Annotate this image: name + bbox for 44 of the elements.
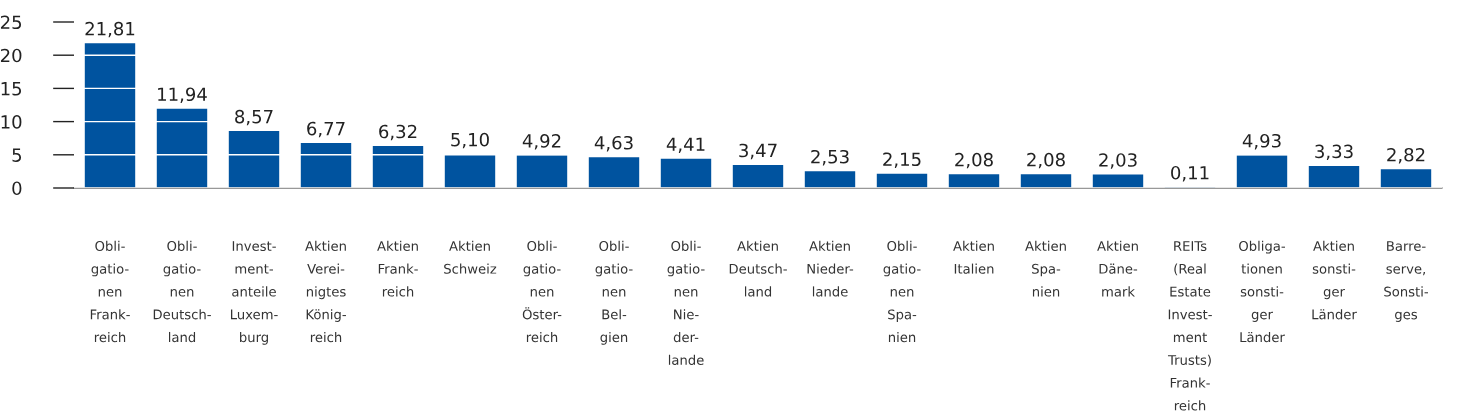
x-tick-label: Obliga- tionen sonsti- ger Länder — [1239, 240, 1286, 343]
y-tick-label: 0 — [12, 181, 22, 196]
x-tick-label: Aktien Italien — [953, 240, 994, 274]
x-tick-label: Aktien Nieder- lande — [807, 240, 854, 297]
data-label: 6,77 — [307, 121, 345, 138]
data-label: 4,63 — [594, 135, 633, 152]
data-label: 2,08 — [1027, 152, 1065, 169]
x-tick-label: Aktien Schweiz — [444, 240, 497, 274]
data-label: 2,53 — [811, 149, 849, 166]
data-label: 5,10 — [451, 132, 489, 149]
x-tick-label: Obli- gatio- nen Nie- der- lande — [667, 240, 705, 365]
data-label: 0,11 — [1171, 165, 1209, 182]
x-tick-label: Obli- gatio- nen Öster- reich — [522, 240, 562, 343]
x-tick-label: Aktien Verei- nigtes König- reich — [305, 240, 346, 343]
x-tick-label: Obli- gatio- nen Frank- reich — [90, 240, 130, 343]
data-label: 4,93 — [1242, 133, 1281, 150]
y-tick-label: 5 — [12, 148, 22, 162]
x-tick-label: Obli- gatio- nen Bel- gien — [595, 240, 633, 345]
x-tick-label: Aktien Deutsch- land — [729, 240, 787, 297]
x-tick-label: Invest- ment- anteile Luxem- burg — [230, 241, 278, 345]
y-tick-label: 10 — [1, 115, 22, 129]
data-label: 2,03 — [1099, 153, 1137, 169]
x-tick-label: Aktien Frank- reich — [377, 240, 418, 297]
data-label: 4,41 — [666, 137, 705, 153]
data-label: 6,32 — [379, 124, 417, 141]
x-tick-label: Aktien Spa- nien — [1025, 240, 1066, 297]
data-label: 4,92 — [522, 134, 561, 150]
x-tick-label: Obli- gatio- nen Spa- nien — [883, 240, 921, 343]
y-tick-label: 20 — [0, 48, 22, 63]
y-tick-label: 15 — [1, 82, 22, 96]
data-label: 2,08 — [955, 152, 993, 169]
x-tick-label: Aktien sonsti- ger Länder — [1312, 240, 1357, 320]
data-label: 3,47 — [739, 143, 777, 160]
data-label: 21,81 — [85, 21, 135, 38]
x-tick-label: Obli- gatio- nen Deutsch- land — [153, 240, 211, 343]
data-label: 8,57 — [235, 109, 273, 126]
data-label: 11,94 — [158, 87, 207, 103]
data-label: 3,33 — [1315, 144, 1353, 161]
x-tick-label: REITs (Real Estate Invest- ment Trusts) Frank- reich — [1167, 241, 1212, 411]
data-label: 2,82 — [1387, 147, 1425, 164]
y-tick-label: 25 — [0, 15, 22, 30]
x-tick-label: Barre- serve, Sonsti- ges — [1384, 241, 1428, 322]
x-tick-label: Aktien Däne- mark — [1097, 240, 1138, 297]
data-label: 2,15 — [883, 152, 921, 168]
